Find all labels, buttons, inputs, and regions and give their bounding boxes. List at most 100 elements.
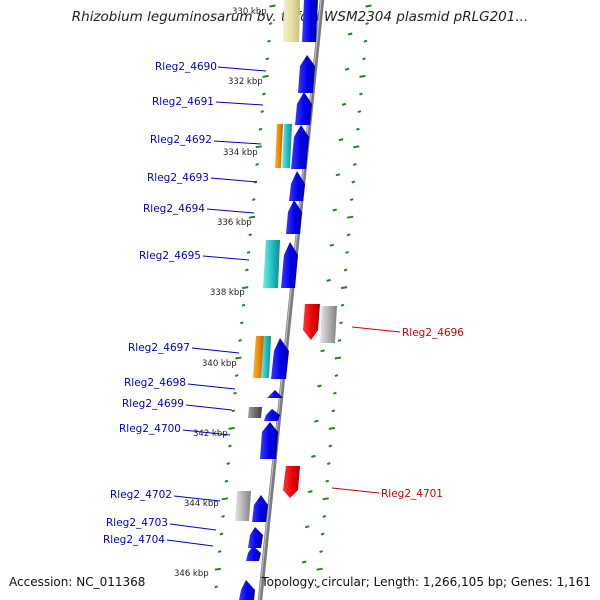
gene-arrow-4692[interactable] xyxy=(291,125,309,169)
label-4699[interactable]: Rleg2_4699 xyxy=(122,398,233,411)
label-4693[interactable]: Rleg2_4693 xyxy=(147,172,258,184)
gene-label-4699: Rleg2_4699 xyxy=(122,398,184,410)
tick-mark xyxy=(248,233,253,237)
gene-arrow-4704[interactable] xyxy=(246,546,261,561)
scale-label-336: 336 kbp xyxy=(217,218,252,228)
label-4696[interactable]: Rleg2_4696 xyxy=(351,326,464,339)
gene-arrow-4698[interactable] xyxy=(267,390,283,398)
tick-mark xyxy=(326,462,331,466)
label-4691[interactable]: Rleg2_4691 xyxy=(152,96,264,108)
tick-mark xyxy=(219,532,224,536)
label-4704[interactable]: Rleg2_4704 xyxy=(103,534,214,547)
label-4694[interactable]: Rleg2_4694 xyxy=(143,203,255,215)
tick-mark xyxy=(334,356,342,360)
gene-arrow-4701[interactable] xyxy=(283,466,300,498)
tick-mark xyxy=(345,250,349,254)
tick-mark xyxy=(221,497,228,501)
tick-mark xyxy=(320,532,325,536)
gene-label-4692: Rleg2_4692 xyxy=(150,134,212,146)
tick-mark xyxy=(235,356,242,360)
tick-mark xyxy=(246,250,251,254)
tick-mark xyxy=(269,4,276,8)
backbone-highlight xyxy=(258,0,322,600)
gene-arrow-4702[interactable] xyxy=(252,495,268,522)
tick-mark xyxy=(351,180,356,184)
tick-mark xyxy=(320,349,325,353)
label-4698[interactable]: Rleg2_4698 xyxy=(124,377,236,390)
gene-label-4702: Rleg2_4702 xyxy=(110,489,172,501)
tick-mark xyxy=(255,145,262,149)
scale-label-330: 330 kbp xyxy=(232,7,267,17)
tick-mark xyxy=(239,321,244,325)
gene-label-4701: Rleg2_4701 xyxy=(381,488,443,500)
tick-mark xyxy=(267,39,271,43)
gene-label-4693: Rleg2_4693 xyxy=(147,172,209,184)
cyan-feature-4695[interactable] xyxy=(263,240,280,288)
tick-mark xyxy=(316,567,323,571)
tick-mark xyxy=(214,567,222,571)
tick-mark xyxy=(356,127,360,131)
orange-feature-4692[interactable] xyxy=(275,124,283,168)
gene-arrow-4700[interactable] xyxy=(260,422,278,459)
tick-mark xyxy=(365,22,369,26)
label-4695[interactable]: Rleg2_4695 xyxy=(139,250,250,262)
gene-arrow-4690[interactable] xyxy=(298,55,315,93)
tick-mark xyxy=(248,215,256,219)
gene-label-4697: Rleg2_4697 xyxy=(128,342,190,354)
gene-arrow-4697[interactable] xyxy=(271,338,289,379)
tick-mark xyxy=(349,198,354,202)
yellow-feature-top[interactable] xyxy=(283,0,300,42)
gray-feature-4702[interactable] xyxy=(235,491,251,521)
tick-mark xyxy=(231,409,236,413)
label-4703[interactable]: Rleg2_4703 xyxy=(106,517,217,531)
gene-arrow-4693[interactable] xyxy=(289,171,305,201)
tick-mark xyxy=(217,550,222,554)
cyan-feature-4692[interactable] xyxy=(282,124,292,168)
tick-mark xyxy=(339,321,343,325)
gene-arrow-4696[interactable] xyxy=(303,304,320,340)
tick-mark xyxy=(260,110,265,114)
tick-mark xyxy=(334,374,339,378)
gene-label-4691: Rleg2_4691 xyxy=(152,96,214,108)
accession-text: Accession: NC_011368 xyxy=(9,575,146,589)
gene-arrow-bottom[interactable] xyxy=(239,580,255,600)
gene-arrow-top[interactable] xyxy=(302,0,318,42)
tick-mark xyxy=(245,268,249,272)
label-4701[interactable]: Rleg2_4701 xyxy=(331,487,443,500)
tick-mark xyxy=(304,525,310,529)
tick-mark xyxy=(325,479,330,483)
label-4690[interactable]: Rleg2_4690 xyxy=(155,61,267,73)
gene-label-4690: Rleg2_4690 xyxy=(155,61,217,73)
tick-mark xyxy=(214,585,219,589)
gene-arrow-4695[interactable] xyxy=(281,242,298,288)
tick-mark xyxy=(328,426,335,430)
tick-track-inner xyxy=(214,4,276,589)
tick-mark xyxy=(314,419,319,423)
orange-feature-4697[interactable] xyxy=(253,336,264,378)
gene-arrow-4694[interactable] xyxy=(286,200,302,234)
tick-mark xyxy=(326,278,331,282)
tick-mark xyxy=(341,102,347,106)
tick-mark xyxy=(357,110,362,114)
tick-mark xyxy=(301,560,307,564)
dark-feature-4699[interactable] xyxy=(248,407,262,418)
label-4692[interactable]: Rleg2_4692 xyxy=(150,134,262,146)
gene-label-4703: Rleg2_4703 xyxy=(106,517,168,529)
tick-mark xyxy=(224,479,229,483)
label-4700[interactable]: Rleg2_4700 xyxy=(119,423,231,436)
tick-mark xyxy=(322,514,327,518)
cyan-feature-4697[interactable] xyxy=(261,336,271,378)
gene-label-4700: Rleg2_4700 xyxy=(119,423,181,435)
tick-mark xyxy=(268,22,273,26)
scale-label-346: 346 kbp xyxy=(174,569,209,579)
tick-mark xyxy=(322,497,329,501)
gene-arrow-4703[interactable] xyxy=(248,527,263,548)
tick-mark xyxy=(317,384,322,388)
gray-feature-4696[interactable] xyxy=(320,306,337,343)
gene-arrow-4699[interactable] xyxy=(264,409,280,421)
tick-mark xyxy=(353,145,360,149)
label-4697[interactable]: Rleg2_4697 xyxy=(128,342,240,354)
gene-arrow-4691[interactable] xyxy=(295,92,312,125)
label-4702[interactable]: Rleg2_4702 xyxy=(110,489,221,502)
